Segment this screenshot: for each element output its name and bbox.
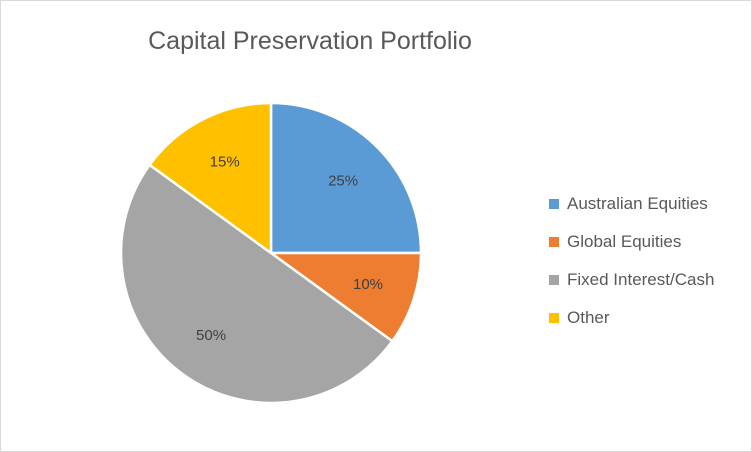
- legend-item-fixed-interest-cash: Fixed Interest/Cash: [549, 261, 714, 299]
- legend-item-australian-equities: Australian Equities: [549, 185, 714, 223]
- legend-swatch-fixed-interest-cash: [549, 275, 559, 285]
- chart-title: Capital Preservation Portfolio: [148, 27, 472, 55]
- legend-label-other: Other: [567, 308, 610, 327]
- legend-label-australian-equities: Australian Equities: [567, 194, 708, 213]
- legend-label-fixed-interest-cash: Fixed Interest/Cash: [567, 270, 715, 289]
- data-label-fixed-interest-cash: 50%: [196, 327, 226, 344]
- legend-item-global-equities: Global Equities: [549, 223, 714, 261]
- data-label-other: 15%: [210, 154, 240, 171]
- data-label-global-equities: 10%: [353, 276, 383, 293]
- legend-label-global-equities: Global Equities: [567, 232, 682, 251]
- legend-swatch-australian-equities: [549, 199, 559, 209]
- legend: Australian Equities Global Equities Fixed …: [549, 185, 714, 337]
- data-label-australian-equities: 25%: [328, 172, 358, 189]
- legend-swatch-other: [549, 313, 559, 323]
- pie-slice-other: [148, 101, 273, 255]
- pie-slice-global-equities: [269, 251, 423, 343]
- pie-slice-australian-equities: [269, 101, 423, 255]
- pie-slice-fixed-interest-cash: [119, 163, 394, 405]
- legend-item-other: Other: [549, 299, 714, 337]
- legend-swatch-global-equities: [549, 237, 559, 247]
